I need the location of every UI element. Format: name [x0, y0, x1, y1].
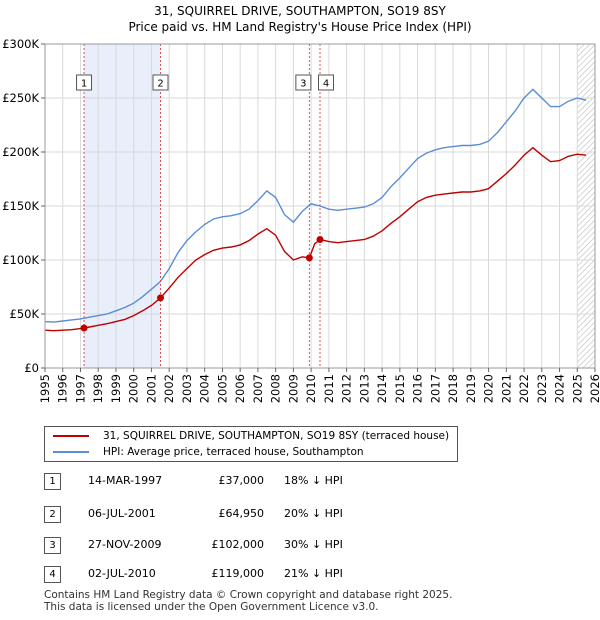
- x-tick-label: 2014: [375, 374, 389, 403]
- sale-point-4: [316, 235, 324, 243]
- x-tick-label: 1996: [56, 374, 70, 403]
- y-tick-label: £300K: [2, 37, 39, 51]
- x-tick-label: 2025: [570, 374, 584, 403]
- x-tick-label: 2017: [428, 374, 442, 403]
- sale-label-box-3: [295, 74, 312, 91]
- x-tick-label: 2002: [162, 374, 176, 403]
- row-date: 06-JUL-2001: [88, 507, 156, 520]
- row-price: £119,000: [211, 567, 265, 580]
- x-tick-label: 2012: [340, 374, 354, 403]
- sale-label-3: 3: [300, 79, 306, 90]
- row-price: £64,950: [218, 507, 265, 520]
- y-tick-label: £150K: [2, 199, 39, 213]
- footer-copyright: Contains HM Land Registry data © Crown c…: [44, 589, 453, 601]
- sale-label-2: 2: [157, 79, 163, 90]
- row-hpi: 18% ↓ HPI: [284, 474, 343, 487]
- legend-label-hpi: HPI: Average price, terraced house, Sout…: [103, 446, 364, 458]
- sale-label-box-4: [318, 74, 334, 91]
- row-hpi: 20% ↓ HPI: [284, 507, 343, 520]
- row-price: £102,000: [211, 538, 265, 551]
- legend-line-hpi: [53, 451, 89, 453]
- sale-point-1: [80, 324, 88, 332]
- sale-point-3: [305, 254, 313, 262]
- legend-line-property: [53, 435, 89, 437]
- y-tick-label: £50K: [10, 307, 40, 321]
- row-marker: 3: [44, 537, 61, 554]
- legend-item-property: 31, SQUIRREL DRIVE, SOUTHAMPTON, SO19 8S…: [53, 429, 449, 444]
- x-tick-label: 2023: [535, 374, 549, 403]
- x-tick-label: 2021: [499, 374, 513, 403]
- x-tick-label: 1997: [73, 374, 87, 403]
- x-tick-label: 2010: [304, 374, 318, 403]
- y-tick-label: £200K: [2, 145, 39, 159]
- row-hpi: 21% ↓ HPI: [284, 567, 343, 580]
- row-price: £37,000: [218, 474, 265, 487]
- footer: Contains HM Land Registry data © Crown c…: [44, 589, 452, 613]
- y-tick-label: £250K: [2, 91, 39, 105]
- x-tick-label: 2003: [180, 374, 194, 403]
- row-date: 27-NOV-2009: [88, 538, 162, 551]
- x-tick-label: 2016: [411, 374, 425, 403]
- sale-label-box-1: [76, 74, 93, 91]
- price-chart: 1 2 3 4 £0 £50K £100K £150K £200K £250K £300K 1995…: [2, 37, 600, 403]
- x-tick-label: 1999: [109, 374, 123, 403]
- x-tick-label: 2013: [357, 374, 371, 403]
- property-price-line: [44, 146, 587, 332]
- x-tick-label: 2019: [464, 374, 478, 403]
- x-tick-label: 2020: [482, 374, 496, 403]
- y-tick-label: £100K: [2, 253, 39, 267]
- x-tick-label: 2005: [215, 374, 229, 403]
- x-tick-label: 2000: [127, 374, 141, 403]
- x-tick-label: 2009: [286, 374, 300, 403]
- x-tick-label: 2004: [198, 374, 212, 403]
- hpi-line: [44, 88, 587, 323]
- sale-point-2: [157, 294, 164, 302]
- row-marker: 1: [44, 473, 61, 490]
- chart-title: 31, SQUIRREL DRIVE, SOUTHAMPTON, SO19 8S…: [154, 4, 446, 18]
- x-tick-label: 2007: [251, 374, 265, 403]
- sale-label-4: 4: [323, 79, 329, 90]
- row-marker: 4: [44, 566, 61, 583]
- row-marker: 2: [44, 506, 61, 523]
- x-tick-label: 2026: [588, 374, 600, 403]
- x-tick-label: 2018: [446, 374, 460, 403]
- legend: 31, SQUIRREL DRIVE, SOUTHAMPTON, SO19 8S…: [44, 426, 458, 462]
- footer-licence: This data is licensed under the Open Gov…: [44, 601, 379, 613]
- x-tick-label: 2008: [269, 374, 283, 403]
- legend-label-property: 31, SQUIRREL DRIVE, SOUTHAMPTON, SO19 8S…: [103, 430, 450, 442]
- chart-subtitle: Price paid vs. HM Land Registry's House …: [128, 20, 472, 34]
- x-tick-label: 2011: [322, 374, 336, 403]
- row-date: 14-MAR-1997: [88, 474, 163, 487]
- x-tick-label: 2001: [144, 374, 158, 403]
- y-tick-label: £0: [24, 361, 39, 375]
- x-tick-label: 2022: [517, 374, 531, 403]
- legend-item-hpi: HPI: Average price, terraced house, Sout…: [53, 445, 364, 460]
- x-tick-label: 1995: [38, 374, 52, 403]
- x-tick-label: 2006: [233, 374, 247, 403]
- x-tick-label: 1998: [91, 374, 105, 403]
- x-tick-label: 2024: [553, 374, 567, 403]
- sale-label-1: 1: [81, 79, 87, 90]
- sale-label-box-2: [152, 74, 169, 91]
- row-date: 02-JUL-2010: [88, 567, 156, 580]
- row-hpi: 30% ↓ HPI: [284, 538, 343, 551]
- x-tick-label: 2015: [393, 374, 407, 403]
